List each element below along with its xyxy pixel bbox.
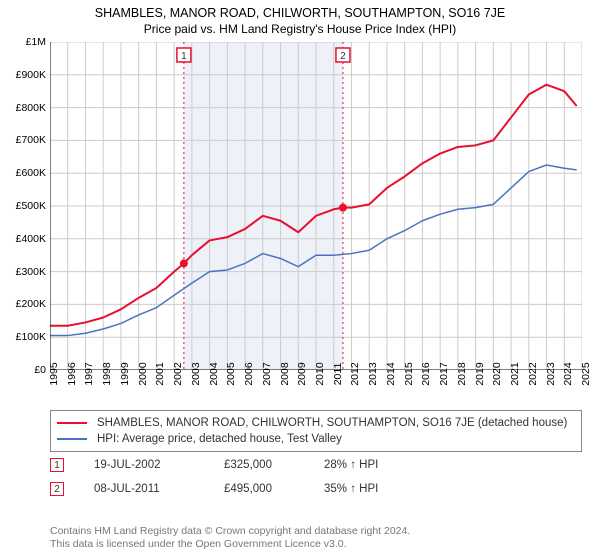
sale-badge-2: 2 — [50, 482, 64, 496]
svg-text:2: 2 — [340, 51, 346, 62]
x-tick-label: 2021 — [509, 362, 521, 385]
y-tick-label: £600K — [16, 167, 46, 179]
svg-text:1: 1 — [181, 51, 187, 62]
sale-hpi-2: 35% ↑ HPI — [324, 483, 444, 495]
x-tick-label: 2023 — [545, 362, 557, 385]
chart-area: 12 £0£100K£200K£300K£400K£500K£600K£700K… — [50, 42, 582, 370]
y-tick-label: £800K — [16, 102, 46, 114]
chart-container: SHAMBLES, MANOR ROAD, CHILWORTH, SOUTHAM… — [0, 0, 600, 560]
sale-price-1: £325,000 — [224, 459, 324, 471]
legend-swatch-property — [57, 422, 87, 424]
x-tick-label: 2010 — [314, 362, 326, 385]
x-tick-label: 1995 — [48, 362, 60, 385]
sale-price-2: £495,000 — [224, 483, 324, 495]
x-tick-label: 2013 — [367, 362, 379, 385]
x-tick-label: 2024 — [562, 362, 574, 385]
sale-badge-2-num: 2 — [54, 484, 60, 495]
sale-badge-1-num: 1 — [54, 460, 60, 471]
x-tick-label: 2004 — [208, 362, 220, 385]
x-tick-label: 1996 — [66, 362, 78, 385]
y-tick-label: £100K — [16, 331, 46, 343]
x-tick-label: 2007 — [261, 362, 273, 385]
y-tick-label: £700K — [16, 134, 46, 146]
x-tick-label: 2019 — [474, 362, 486, 385]
x-tick-label: 2012 — [349, 362, 361, 385]
x-tick-label: 2003 — [190, 362, 202, 385]
x-tick-label: 2006 — [243, 362, 255, 385]
x-tick-label: 1999 — [119, 362, 131, 385]
legend-box: SHAMBLES, MANOR ROAD, CHILWORTH, SOUTHAM… — [50, 410, 582, 452]
x-tick-label: 2008 — [279, 362, 291, 385]
x-tick-label: 2022 — [527, 362, 539, 385]
x-tick-label: 2005 — [225, 362, 237, 385]
y-tick-label: £200K — [16, 298, 46, 310]
y-tick-label: £400K — [16, 233, 46, 245]
x-tick-label: 2018 — [456, 362, 468, 385]
x-tick-label: 2001 — [154, 362, 166, 385]
legend-label-property: SHAMBLES, MANOR ROAD, CHILWORTH, SOUTHAM… — [97, 417, 567, 429]
chart-title-address: SHAMBLES, MANOR ROAD, CHILWORTH, SOUTHAM… — [0, 6, 600, 20]
sale-date-1: 19-JUL-2002 — [94, 459, 224, 471]
legend-swatch-hpi — [57, 438, 87, 440]
y-tick-label: £0 — [34, 364, 46, 376]
x-tick-label: 2000 — [137, 362, 149, 385]
x-tick-label: 2016 — [420, 362, 432, 385]
x-tick-label: 2015 — [403, 362, 415, 385]
chart-title-subtitle: Price paid vs. HM Land Registry's House … — [0, 22, 600, 36]
legend-row-hpi: HPI: Average price, detached house, Test… — [57, 431, 575, 447]
x-tick-label: 2017 — [438, 362, 450, 385]
x-tick-label: 1997 — [83, 362, 95, 385]
sale-row-1: 1 19-JUL-2002 £325,000 28% ↑ HPI — [50, 458, 582, 472]
sale-badge-1: 1 — [50, 458, 64, 472]
x-tick-label: 2009 — [296, 362, 308, 385]
sale-hpi-1: 28% ↑ HPI — [324, 459, 444, 471]
x-tick-label: 2020 — [491, 362, 503, 385]
y-tick-label: £900K — [16, 69, 46, 81]
x-tick-label: 2002 — [172, 362, 184, 385]
y-tick-label: £300K — [16, 266, 46, 278]
footer-line-1: Contains HM Land Registry data © Crown c… — [50, 525, 410, 539]
x-tick-label: 1998 — [101, 362, 113, 385]
legend-label-hpi: HPI: Average price, detached house, Test… — [97, 433, 342, 445]
footer-line-2: This data is licensed under the Open Gov… — [50, 538, 410, 552]
y-tick-label: £1M — [26, 36, 46, 48]
y-tick-label: £500K — [16, 200, 46, 212]
footer-text: Contains HM Land Registry data © Crown c… — [50, 525, 410, 552]
x-tick-label: 2011 — [332, 363, 344, 386]
legend-row-property: SHAMBLES, MANOR ROAD, CHILWORTH, SOUTHAM… — [57, 415, 575, 431]
x-tick-label: 2014 — [385, 362, 397, 385]
sale-date-2: 08-JUL-2011 — [94, 483, 224, 495]
title-area: SHAMBLES, MANOR ROAD, CHILWORTH, SOUTHAM… — [0, 0, 600, 36]
x-tick-label: 2025 — [580, 362, 592, 385]
sale-row-2: 2 08-JUL-2011 £495,000 35% ↑ HPI — [50, 482, 582, 496]
chart-svg: 12 — [50, 42, 582, 370]
